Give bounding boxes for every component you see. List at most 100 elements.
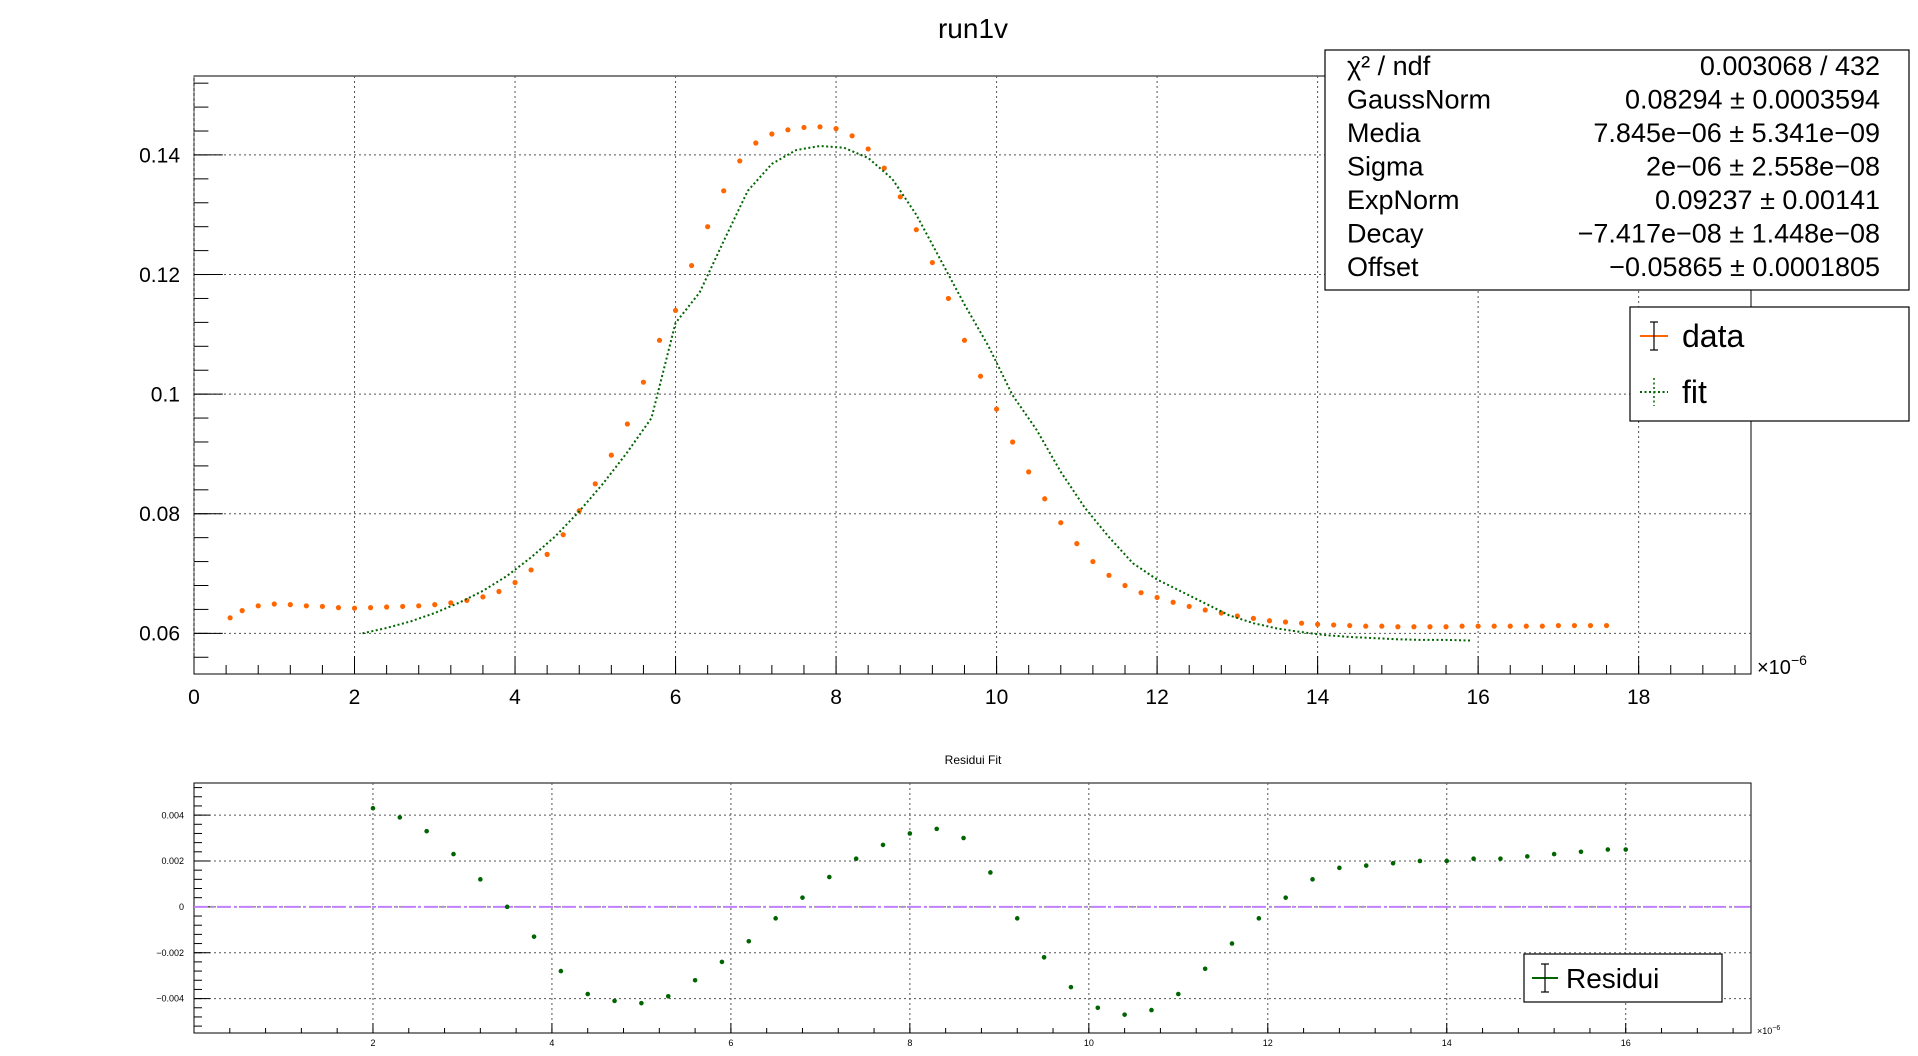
data-point-data	[1266, 618, 1273, 624]
x-tick-label: 2	[349, 686, 361, 709]
residual-x-exponent-base: ×10	[1757, 1026, 1772, 1036]
legend-entry-fit[interactable]: fit	[1640, 374, 1707, 410]
data-point-data	[367, 605, 374, 611]
stats-row-name: Sigma	[1347, 152, 1425, 182]
data-point-residui	[504, 904, 510, 910]
y-tick-label: 0.06	[139, 623, 180, 646]
fit-stats-box: χ² / ndf 0.003068 / 432 GaussNorm 0.08294 ±…	[1324, 49, 1910, 291]
data-point-residui	[478, 877, 483, 882]
data-point-residui	[1605, 847, 1611, 852]
data-point-residui	[853, 856, 859, 861]
data-point-data	[1106, 572, 1112, 578]
data-point-data	[608, 452, 614, 458]
legend-label: fit	[1682, 374, 1707, 410]
stats-row-value: −7.417e−08 ± 1.448e−08	[1578, 219, 1880, 249]
data-point-residui	[585, 991, 591, 997]
data-point-data	[1026, 469, 1032, 475]
y-tick-label: 0.14	[139, 144, 180, 167]
data-point-data	[897, 194, 903, 200]
data-point-data	[1347, 622, 1353, 629]
legend-entry-residui[interactable]: Residui	[1532, 963, 1659, 994]
data-point-data	[1074, 541, 1080, 547]
x-tick-label: 16	[1466, 686, 1489, 709]
data-point-data	[1042, 496, 1048, 502]
data-point-residui	[1229, 941, 1235, 946]
data-point-data	[1443, 624, 1449, 630]
data-point-residui	[1417, 858, 1423, 864]
residual-x-exponent-power: −6	[1772, 1025, 1780, 1032]
data-point-residui	[988, 870, 993, 875]
data-point-residui	[1256, 916, 1262, 921]
x-tick-label: 10	[1084, 1038, 1094, 1048]
y-tick-label: 0.002	[161, 856, 184, 866]
data-point-data	[1363, 623, 1369, 629]
data-point-residui	[773, 916, 778, 921]
data-point-residui	[719, 959, 725, 965]
data-point-residui	[880, 842, 886, 848]
main-legend-frame	[1629, 306, 1910, 422]
legend-entry-data[interactable]: data	[1640, 318, 1744, 354]
data-point-data	[849, 133, 855, 139]
data-point-data	[1603, 622, 1610, 629]
data-point-residui	[1310, 877, 1315, 882]
data-point-data	[785, 127, 791, 133]
data-point-data	[239, 608, 245, 614]
series-fit	[362, 144, 1471, 642]
data-point-residui	[612, 998, 617, 1004]
data-point-residui	[1095, 1005, 1101, 1011]
stats-row-value: 7.845e−06 ± 5.341e−09	[1593, 118, 1880, 148]
data-point-data	[1587, 622, 1594, 629]
legend-label: Residui	[1566, 963, 1659, 994]
data-point-data	[737, 158, 743, 164]
data-point-data	[817, 124, 823, 130]
main-legend[interactable]: data fit	[1629, 306, 1910, 422]
data-point-data	[1058, 520, 1064, 526]
main-x-exponent-base: ×10	[1757, 657, 1791, 679]
data-point-data	[672, 307, 679, 314]
data-point-data	[351, 605, 358, 611]
data-point-residui	[1176, 991, 1181, 997]
x-tick-label: 12	[1263, 1038, 1273, 1048]
residual-legend[interactable]: Residui	[1523, 953, 1723, 1003]
data-point-data	[480, 594, 486, 600]
main-chart-panel: run1v 0 2 4 6 8 10 12 14 16 18 0.06 0.08 0.1 0.12 0.14…	[139, 13, 1910, 709]
residual-legend-entries: Residui	[1532, 963, 1659, 994]
data-point-data	[448, 600, 454, 606]
data-point-residui	[1149, 1007, 1154, 1013]
stats-row-name: Media	[1347, 118, 1422, 148]
main-series-layer	[227, 124, 1610, 642]
residual-series-layer	[194, 805, 1751, 1017]
stats-box-frame	[1324, 49, 1910, 291]
data-point-data	[560, 532, 566, 538]
residual-chart-panel: Residui Fit 2 4 6 8 10 12 14 16 −0.004 −0.002 0 0.0…	[156, 753, 1780, 1048]
data-point-data	[1379, 623, 1385, 629]
data-point-data	[929, 259, 935, 266]
data-point-residui	[558, 968, 564, 974]
residual-axis-ticks: 2 4 6 8 10 12 14 16 −0.004 −0.002 0 0.002 0.004	[156, 787, 1734, 1048]
data-point-residui	[424, 828, 429, 834]
data-point-data	[961, 337, 968, 343]
x-tick-label: 12	[1145, 686, 1168, 709]
data-point-data	[416, 603, 422, 609]
data-point-residui	[1122, 1012, 1127, 1017]
y-tick-label: 0.004	[161, 810, 184, 820]
y-tick-label: 0	[179, 902, 184, 912]
data-point-residui	[1498, 856, 1503, 861]
data-point-data	[287, 602, 293, 608]
residual-chart-title: Residui Fit	[945, 753, 1002, 767]
data-point-data	[1507, 623, 1513, 629]
data-point-residui	[1551, 851, 1557, 857]
x-tick-label: 6	[728, 1038, 733, 1048]
x-tick-label: 16	[1621, 1038, 1631, 1048]
data-point-data	[801, 124, 807, 131]
y-tick-label: −0.004	[156, 994, 184, 1004]
main-x-exponent-power: −6	[1791, 652, 1807, 668]
data-point-data	[1411, 624, 1417, 630]
data-point-data	[1539, 623, 1545, 629]
series-residui	[370, 805, 1629, 1017]
data-point-data	[705, 224, 711, 230]
residual-grid	[194, 783, 1751, 1033]
data-point-residui	[1444, 858, 1450, 864]
data-point-residui	[1202, 966, 1208, 972]
